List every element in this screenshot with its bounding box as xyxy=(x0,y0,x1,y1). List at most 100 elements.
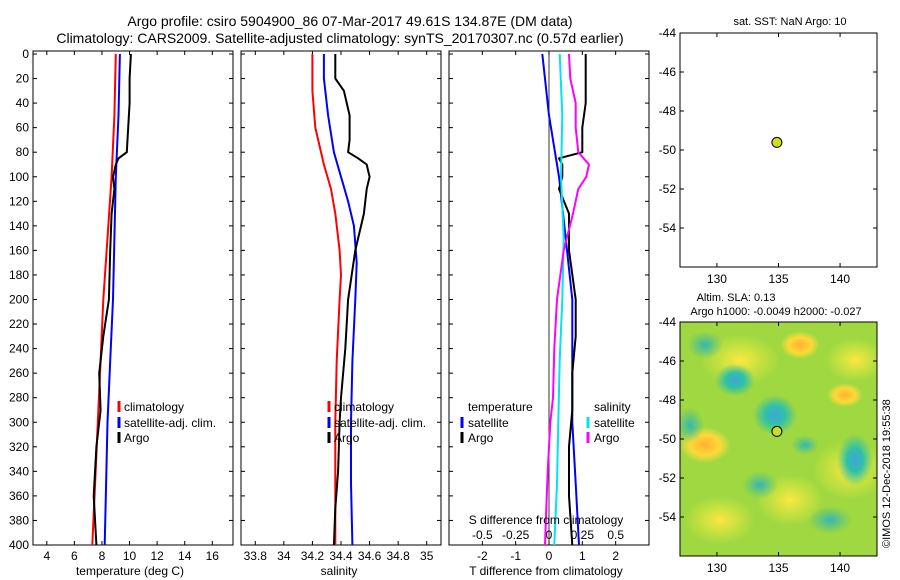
legend-argo-label: Argo xyxy=(334,431,360,445)
lat-tick-label: -48 xyxy=(659,393,677,407)
x-tick-label: 2 xyxy=(612,549,619,563)
temperature-panel: 0 20 40 60 80 100 120 140 160 180 200 220 240 260 280 3… xyxy=(9,47,234,578)
depth-tick-label: 380 xyxy=(9,513,29,527)
lat-tick-label: -52 xyxy=(659,182,677,196)
depth-tick-label: 100 xyxy=(9,170,29,184)
t-difference-xlabel: T difference from climatology xyxy=(469,564,623,578)
figure-title-line2: Climatology: CARS2009. Satellite-adjuste… xyxy=(56,30,623,46)
temperature-xlabel: temperature (deg C) xyxy=(76,564,184,578)
x-tick-label: 1 xyxy=(579,549,586,563)
depth-tick-label: 340 xyxy=(9,464,29,478)
legend-salinity-title: salinity xyxy=(594,400,631,414)
x-tick-label: 34.6 xyxy=(358,549,382,563)
sla-patch xyxy=(837,434,873,486)
sla-map-panel: Altim. SLA: 0.13 Argo h1000: -0.0049 h20… xyxy=(659,292,878,575)
argo-location-marker xyxy=(771,136,783,148)
temperature-diff-legend: temperature satellite Argo xyxy=(460,400,533,445)
series-line-t-satellite xyxy=(541,53,580,546)
s-diff-tick-label: -0.5 xyxy=(472,528,493,542)
salinity-panel: 33.8 34 34.2 34.4 34.6 34.8 35 salinity climat… xyxy=(240,50,442,578)
lat-tick-label: -44 xyxy=(659,315,677,329)
depth-tick-label: 120 xyxy=(9,194,29,208)
x-tick-label: 10 xyxy=(123,549,137,563)
salinity-xlabel: salinity xyxy=(321,564,358,578)
x-tick-label: 4 xyxy=(43,549,50,563)
s-diff-tick-label: 0.25 xyxy=(571,528,595,542)
series-line-argo xyxy=(92,53,132,546)
legend-temperature-title: temperature xyxy=(468,400,533,414)
x-tick-label: 12 xyxy=(150,549,164,563)
legend-s-satellite-label: satellite xyxy=(594,416,635,430)
depth-tick-label: 220 xyxy=(9,317,29,331)
x-tick-label: 34 xyxy=(277,549,291,563)
legend-satellite-label: satellite-adj. clim. xyxy=(124,416,216,430)
legend-argo-label: Argo xyxy=(124,431,150,445)
legend-t-argo-label: Argo xyxy=(468,431,494,445)
salinity-plot-frame xyxy=(240,50,442,546)
depth-tick-label: 20 xyxy=(16,72,30,86)
lat-tick-label: -54 xyxy=(659,510,677,524)
temperature-legend: climatology satellite-adj. clim. Argo xyxy=(117,400,216,445)
sla-patch xyxy=(753,395,797,435)
x-tick-label: -2 xyxy=(477,549,488,563)
lon-tick-label: 135 xyxy=(768,561,788,575)
salinity-diff-legend: salinity satellite Argo xyxy=(586,400,635,445)
difference-panel: -2 -1 0 1 2 -0.5 -0.25 0 0.25 0.5 S difference f… xyxy=(448,50,650,578)
s-diff-tick-label: 0 xyxy=(546,528,553,542)
lat-tick-label: -44 xyxy=(659,26,677,40)
s-diff-tick-label: 0.5 xyxy=(607,528,624,542)
depth-tick-label: 320 xyxy=(9,440,29,454)
legend-t-satellite-label: satellite xyxy=(468,416,509,430)
depth-tick-label: 80 xyxy=(16,145,30,159)
lat-tick-label: -52 xyxy=(659,471,677,485)
depth-tick-label: 140 xyxy=(9,219,29,233)
x-tick-label: 34.2 xyxy=(301,549,325,563)
depth-tick-label: 0 xyxy=(22,47,29,61)
imos-watermark: ©IMOS 12-Dec-2018 19:55:38 xyxy=(881,399,893,548)
sla-patch xyxy=(827,383,863,407)
depth-tick-label: 160 xyxy=(9,243,29,257)
x-tick-label: -1 xyxy=(510,549,521,563)
argo-location-marker xyxy=(771,425,783,437)
lat-tick-label: -48 xyxy=(659,104,677,118)
sst-map-panel: sat. SST: NaN Argo: 10 130 135 140 -44 -46 -4… xyxy=(659,16,878,286)
depth-tick-label: 280 xyxy=(9,391,29,405)
legend-climatology-label: climatology xyxy=(334,400,394,414)
sla-patch xyxy=(684,496,756,544)
lat-tick-label: -50 xyxy=(659,432,677,446)
x-tick-label: 34.8 xyxy=(386,549,410,563)
legend-satellite-label: satellite-adj. clim. xyxy=(334,416,426,430)
sla-patch xyxy=(791,435,819,455)
sla-patch xyxy=(742,471,778,499)
series-line-t-argo xyxy=(558,54,587,546)
sla-patch xyxy=(680,407,704,443)
x-tick-label: 8 xyxy=(99,549,106,563)
legend-climatology-label: climatology xyxy=(124,400,184,414)
lon-tick-label: 140 xyxy=(830,272,850,286)
depth-tick-label: 360 xyxy=(9,489,29,503)
sla-map-title-line1: Altim. SLA: 0.13 xyxy=(697,292,776,304)
x-tick-label: 33.8 xyxy=(244,549,268,563)
depth-tick-label: 60 xyxy=(16,121,30,135)
series-line-climatology xyxy=(311,54,342,545)
temperature-plot-frame xyxy=(32,50,234,546)
depth-tick-label: 240 xyxy=(9,342,29,356)
lat-tick-label: -50 xyxy=(659,143,677,157)
sla-patch xyxy=(715,364,755,396)
depth-tick-label: 40 xyxy=(16,96,30,110)
sla-heatmap-field xyxy=(680,322,877,556)
x-tick-label: 14 xyxy=(178,549,192,563)
sst-map-frame xyxy=(679,32,878,268)
lon-tick-label: 130 xyxy=(707,561,727,575)
depth-tick-label: 200 xyxy=(9,293,29,307)
sla-patch xyxy=(687,331,723,359)
lon-tick-label: 130 xyxy=(707,272,727,286)
s-diff-tick-label: -0.25 xyxy=(502,528,530,542)
lon-tick-label: 140 xyxy=(830,561,850,575)
sst-map-title: sat. SST: NaN Argo: 10 xyxy=(733,16,846,28)
lat-tick-label: -46 xyxy=(659,354,677,368)
series-line-satellite-adj-clim- xyxy=(103,53,121,546)
depth-tick-label: 180 xyxy=(9,268,29,282)
sla-map-title-line2: Argo h1000: -0.0049 h2000: -0.027 xyxy=(690,306,861,318)
